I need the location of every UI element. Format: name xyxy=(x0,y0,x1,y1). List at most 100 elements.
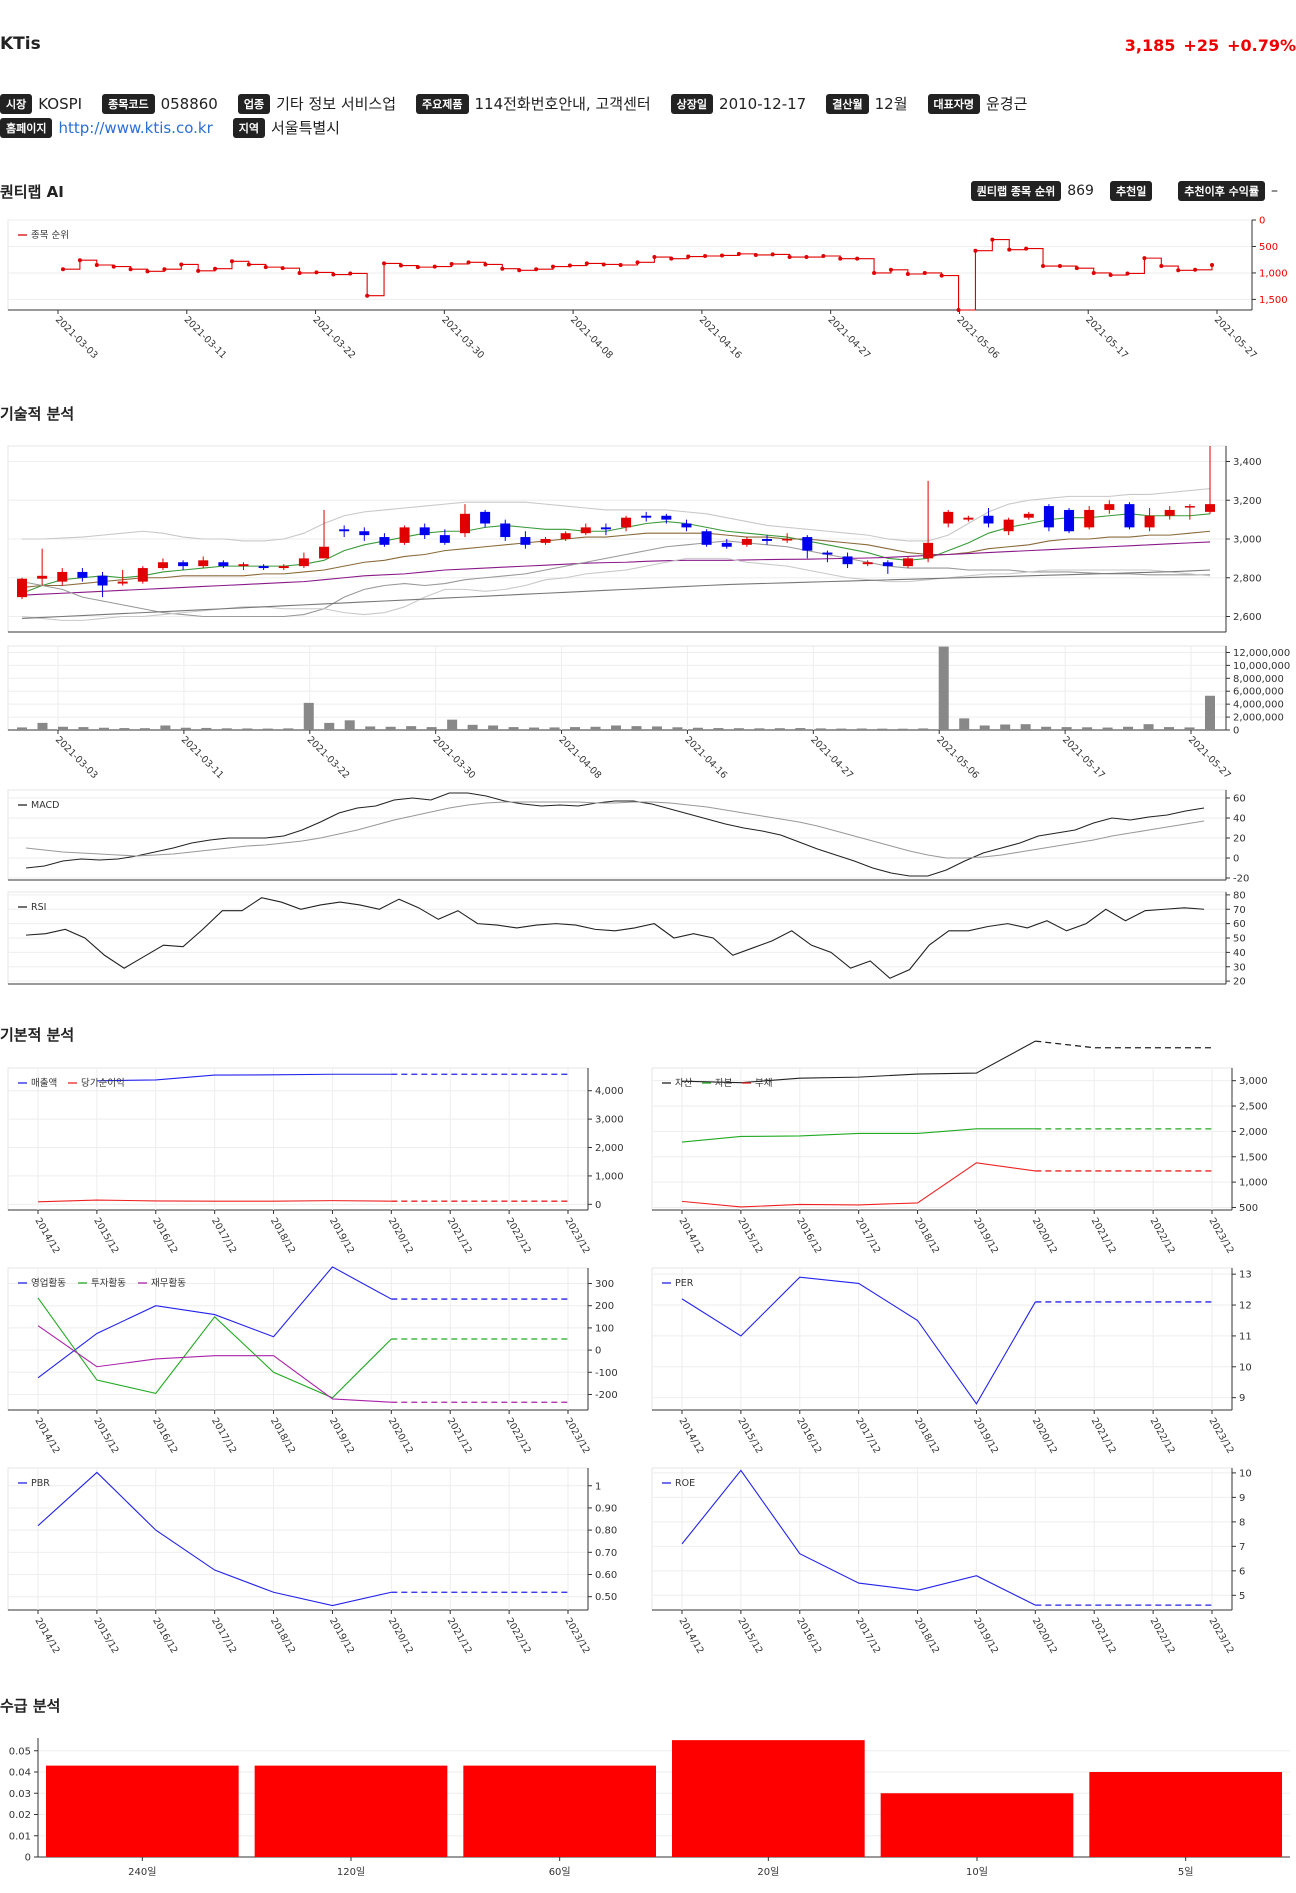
pbr-chart: 0.50 0.60 0.70 0.80 0.90 1 xyxy=(7,1467,617,1611)
fin2-ytick-label: 1,000 xyxy=(1239,1178,1268,1189)
info-value: KOSPI xyxy=(38,94,83,113)
volume-bar xyxy=(160,725,171,730)
cash-ytick-label: 100 xyxy=(595,1323,614,1334)
candle-body xyxy=(600,527,611,530)
candle-body xyxy=(379,537,390,545)
rank-point xyxy=(1176,268,1181,273)
volume-xtick-label: 2021-04-08 xyxy=(556,734,603,781)
fin1-xtick-label: 2020/12 xyxy=(386,1216,415,1256)
macd-ytick-label: 60 xyxy=(1233,794,1246,805)
fin2-xtick-label: 2023/12 xyxy=(1206,1216,1235,1256)
volume-bar xyxy=(549,727,560,730)
pbr-ytick-label: 0.60 xyxy=(595,1570,617,1581)
pbr-xtick-label: 2020/12 xyxy=(386,1616,415,1656)
candle-body xyxy=(500,523,511,538)
roe-ytick-label: 8 xyxy=(1239,1517,1245,1528)
candle-body xyxy=(782,539,793,541)
cash-ytick-label: 300 xyxy=(595,1279,614,1290)
rank-point xyxy=(1108,273,1113,278)
pbr-ytick-label: 0.90 xyxy=(595,1503,617,1514)
volume-bar xyxy=(1041,726,1052,730)
roe-plot-area xyxy=(651,1467,1233,1611)
candle-body xyxy=(97,575,108,586)
rank-point xyxy=(804,255,809,260)
volume-bar xyxy=(938,646,949,730)
volume-bar xyxy=(979,725,990,730)
candle-body xyxy=(399,527,410,543)
per-ytick-label: 10 xyxy=(1239,1362,1252,1373)
rank-point xyxy=(61,267,65,272)
volume-bar xyxy=(180,727,191,730)
rank-point xyxy=(94,263,99,267)
rank-point xyxy=(162,267,167,272)
volume-bar xyxy=(815,728,826,730)
volume-bar xyxy=(344,720,355,730)
rank-point xyxy=(1024,246,1029,251)
candle-body xyxy=(1003,519,1014,532)
candle-body xyxy=(822,552,833,555)
homepage-link[interactable]: http://www.ktis.co.kr xyxy=(58,118,213,137)
volume-bar xyxy=(897,728,908,730)
volume-bar xyxy=(303,702,314,730)
volume-xtick-label: 2021-05-27 xyxy=(1186,734,1233,781)
candle-body xyxy=(117,581,128,584)
candle-body xyxy=(1043,506,1054,528)
rank-point xyxy=(703,254,708,258)
candle-ytick-label: 3,200 xyxy=(1233,496,1262,507)
fin1-xtick-label: 2014/12 xyxy=(32,1216,61,1256)
volume-bar xyxy=(651,726,662,730)
pbr-xtick-label: 2014/12 xyxy=(32,1616,61,1656)
cash-xtick-label: 2017/12 xyxy=(209,1416,238,1456)
rank-point xyxy=(770,252,775,257)
fin1-legend-label: 당기순이익 xyxy=(81,1077,125,1089)
rank-point xyxy=(179,262,184,267)
volume-bar xyxy=(713,728,724,730)
rank-point xyxy=(331,272,336,277)
candle-body xyxy=(37,575,48,579)
rank-point xyxy=(905,272,910,276)
rec-date-badge: 추천일 xyxy=(1109,181,1153,201)
cash-xtick-label: 2014/12 xyxy=(32,1416,61,1456)
fin2-ytick-label: 500 xyxy=(1239,1203,1258,1214)
roe-xtick-label: 2015/12 xyxy=(735,1616,764,1656)
candle-body xyxy=(1124,504,1135,528)
cash-ytick-label: 0 xyxy=(595,1346,601,1357)
rank-point xyxy=(736,251,741,256)
cash-legend-label: 재무활동 xyxy=(151,1277,186,1289)
volume-bar xyxy=(17,727,27,730)
roe-ytick-label: 5 xyxy=(1239,1591,1245,1602)
candle-ma-line xyxy=(21,530,1211,588)
per-ytick-label: 12 xyxy=(1239,1301,1252,1312)
info-row: 시장 KOSPI 종목코드 058860 업종 기타 정보 서비스업 주요제품 114전화번호… xyxy=(0,93,1041,114)
volume-bar xyxy=(467,724,478,730)
rank-point xyxy=(1041,264,1046,269)
rank-xtick-label: 2021-05-06 xyxy=(954,314,1001,361)
volume-ytick-label: 4,000,000 xyxy=(1233,700,1284,711)
rank-value: 869 xyxy=(1067,183,1094,199)
roe-xtick-label: 2019/12 xyxy=(971,1616,1000,1656)
rank-point xyxy=(551,264,556,269)
volume-bar xyxy=(98,727,109,730)
cash-xtick-label: 2019/12 xyxy=(327,1416,356,1456)
cash-ytick-label: 200 xyxy=(595,1301,614,1312)
pbr-plot-area xyxy=(7,1467,589,1611)
rank-point xyxy=(1074,266,1079,271)
rank-ytick-label: 1,500 xyxy=(1259,295,1288,306)
volume-bar xyxy=(795,728,806,730)
rank-ytick-label: 0 xyxy=(1259,216,1265,227)
rank-xtick-label: 2021-03-30 xyxy=(439,314,486,361)
candle-body xyxy=(1184,506,1195,508)
candle-body xyxy=(983,515,994,524)
rank-point xyxy=(1125,271,1130,276)
pbr-ytick-label: 0.80 xyxy=(595,1526,617,1537)
info-row-2: 홈페이지 http://www.ktis.co.kr 지역 서울특별시 xyxy=(0,117,354,138)
current-price: 3,185 xyxy=(1124,36,1176,55)
per-xtick-label: 2019/12 xyxy=(971,1416,1000,1456)
cash-xtick-label: 2023/12 xyxy=(562,1416,591,1456)
volume-bar xyxy=(221,728,232,730)
supply-xtick-label: 20일 xyxy=(757,1866,779,1878)
fin1-chart: 0 1,000 2,000 3,000 4,000 xyxy=(7,1067,624,1211)
rank-point xyxy=(956,308,961,312)
candle-body xyxy=(762,539,773,541)
cash-xtick-label: 2020/12 xyxy=(386,1416,415,1456)
